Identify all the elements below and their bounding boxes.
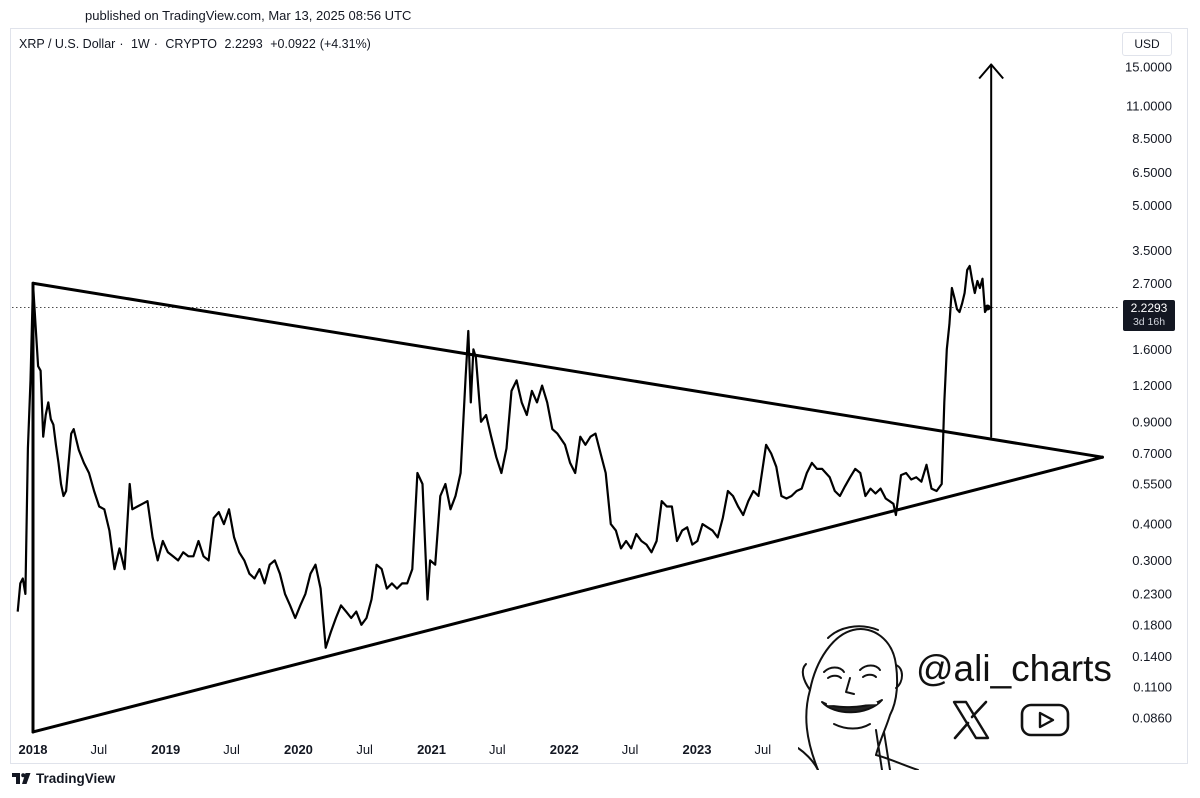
currency-selector[interactable]: USD bbox=[1122, 32, 1172, 56]
symbol-name: XRP / U.S. Dollar bbox=[19, 37, 116, 51]
y-tick-label: 0.5500 bbox=[1132, 476, 1172, 491]
chart-frame[interactable] bbox=[10, 28, 1188, 764]
x-tick-label: Jul bbox=[91, 742, 108, 757]
y-tick-label: 0.1400 bbox=[1132, 649, 1172, 664]
x-tick-label: Jul bbox=[223, 742, 240, 757]
x-tick-label: 2019 bbox=[151, 742, 180, 757]
last-price-point bbox=[984, 304, 991, 311]
current-price-value: 2.2293 bbox=[1130, 301, 1168, 315]
target-arrow-head bbox=[978, 63, 1004, 80]
y-tick-label: 0.3000 bbox=[1132, 553, 1172, 568]
author-handle: @ali_charts bbox=[916, 648, 1112, 689]
tradingview-footer[interactable]: TradingView bbox=[12, 771, 115, 786]
y-tick-label: 2.7000 bbox=[1132, 276, 1172, 291]
published-line: published on TradingView.com, Mar 13, 20… bbox=[85, 8, 412, 23]
symbol-price: 2.2293 bbox=[224, 37, 263, 51]
y-tick-label: 1.6000 bbox=[1132, 342, 1172, 357]
y-tick-label: 11.0000 bbox=[1126, 99, 1172, 114]
price-series-line bbox=[16, 264, 989, 649]
author-caricature-icon bbox=[798, 625, 919, 770]
y-tick-label: 0.9000 bbox=[1132, 414, 1172, 429]
y-tick-label: 1.2000 bbox=[1132, 378, 1172, 393]
symbol-legend: XRP / U.S. Dollar · 1W · CRYPTO 2.2293 +0.… bbox=[19, 37, 371, 51]
x-tick-label: 2023 bbox=[683, 742, 712, 757]
youtube-icon bbox=[1020, 703, 1070, 737]
y-tick-label: 15.0000 bbox=[1125, 60, 1172, 75]
x-tick-label: 2018 bbox=[19, 742, 48, 757]
x-tick-label: Jul bbox=[489, 742, 506, 757]
tradingview-brand: TradingView bbox=[36, 771, 116, 786]
x-tick-label: Jul bbox=[755, 742, 772, 757]
y-tick-label: 0.1100 bbox=[1133, 679, 1172, 694]
y-tick-label: 0.1800 bbox=[1132, 617, 1172, 632]
y-tick-label: 0.0860 bbox=[1132, 711, 1172, 726]
x-tick-label: Jul bbox=[356, 742, 373, 757]
x-tick-label: Jul bbox=[622, 742, 639, 757]
y-tick-label: 0.7000 bbox=[1132, 446, 1172, 461]
x-logo-icon bbox=[952, 700, 990, 740]
y-tick-label: 3.5000 bbox=[1132, 243, 1172, 258]
y-tick-label: 5.0000 bbox=[1132, 198, 1172, 213]
y-tick-label: 0.4000 bbox=[1132, 517, 1172, 532]
symbol-change: +0.0922 bbox=[270, 37, 316, 51]
x-tick-label: 2020 bbox=[284, 742, 313, 757]
x-tick-label: 2021 bbox=[417, 742, 446, 757]
x-tick-label: 2022 bbox=[550, 742, 579, 757]
symbol-change-pct: (+4.31%) bbox=[319, 37, 371, 51]
symbol-interval: 1W bbox=[130, 37, 150, 51]
x-axis: 2018 Jul 2019 Jul 2020 Jul 2021 Jul 2022 Jul 2023 J… bbox=[19, 742, 772, 757]
y-tick-label: 6.5000 bbox=[1132, 165, 1172, 180]
triangle-trendline bbox=[31, 281, 1104, 459]
symbol-source: CRYPTO bbox=[165, 37, 218, 51]
tradingview-logo-icon bbox=[12, 773, 31, 784]
triangle-trendline bbox=[31, 455, 1104, 734]
bar-countdown: 3d 16h bbox=[1132, 316, 1166, 328]
y-tick-label: 0.2300 bbox=[1132, 586, 1172, 601]
y-axis: 15.0000 11.0000 8.5000 6.5000 5.0000 3.5000 2.… bbox=[1125, 60, 1172, 726]
current-price-label: 2.2293 3d 16h bbox=[1123, 300, 1175, 331]
y-tick-label: 8.5000 bbox=[1132, 131, 1172, 146]
drawings bbox=[31, 63, 1104, 734]
